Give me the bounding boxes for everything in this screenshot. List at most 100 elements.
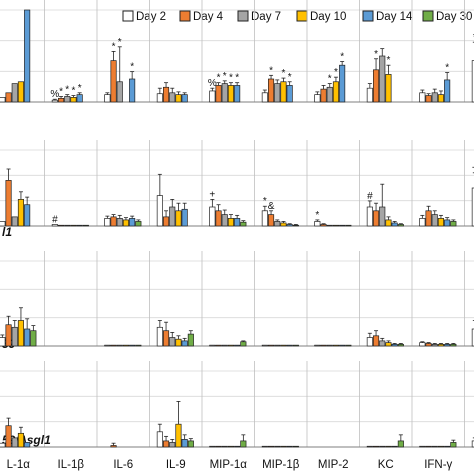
bar [286, 85, 293, 103]
bar-group [366, 434, 404, 448]
significance-mark: % [50, 89, 59, 100]
bar [209, 90, 216, 103]
x-tick-label: MIP-1β [262, 459, 300, 471]
bar [320, 88, 327, 103]
bar [373, 210, 380, 227]
bar [431, 343, 438, 347]
bar [292, 224, 299, 227]
bar [314, 94, 321, 103]
chart-panels: %*******%**************l1#+*&*#+*5959/Δs… [0, 0, 474, 448]
chart-panel: %*******%************** [0, 0, 474, 103]
bar [156, 326, 163, 347]
bar [366, 337, 373, 347]
significance-mark: * [269, 65, 273, 76]
bar-group: + [209, 189, 247, 227]
bar [345, 344, 352, 347]
bar [116, 344, 123, 347]
bar [444, 79, 451, 103]
bar [379, 55, 386, 103]
x-axis-tick-labels: L-1α IL-1β IL-6 IL-9 MIP-1α MIP-1β MIP-2 KC IFN-… [7, 459, 453, 471]
bar [175, 338, 182, 347]
bar [314, 221, 321, 227]
bar-group [419, 205, 457, 227]
bar [444, 219, 451, 227]
bar [274, 221, 281, 227]
bar [51, 99, 58, 103]
bar [11, 216, 18, 227]
significance-mark: # [52, 214, 58, 225]
legend-entry: Day 4 [179, 10, 224, 23]
bar [419, 92, 426, 103]
bar [419, 218, 426, 227]
significance-mark: * [71, 86, 75, 97]
x-tick-label: IL-9 [166, 459, 186, 471]
bar [181, 439, 188, 448]
significance-mark: * [445, 63, 449, 74]
bar [425, 210, 432, 227]
bar [110, 344, 117, 347]
bar [0, 221, 6, 227]
bar [332, 224, 340, 227]
chart-panel: l1#+*&*#+* [0, 140, 474, 239]
bar-group [156, 320, 194, 347]
bar [70, 224, 77, 227]
bar [437, 343, 445, 347]
bar [471, 440, 474, 448]
bar [5, 425, 12, 448]
bar [64, 96, 71, 103]
bar [209, 344, 216, 347]
bar [437, 218, 445, 227]
bar [437, 445, 445, 448]
bar [261, 344, 268, 347]
bar [391, 343, 398, 347]
legend-swatch [296, 10, 308, 22]
bar-group: * [419, 63, 451, 103]
bar-group [419, 439, 457, 448]
bar [280, 81, 287, 103]
bar-group [0, 417, 31, 448]
bar [129, 78, 136, 103]
bar [391, 222, 398, 227]
bar [24, 9, 31, 103]
bar [104, 218, 111, 227]
bar [425, 445, 432, 448]
bar [234, 85, 241, 103]
bar [274, 344, 281, 347]
bar [274, 83, 281, 103]
bar [135, 344, 142, 347]
bar [332, 81, 340, 103]
bar [30, 330, 37, 347]
chart-legend: Day 2 Day 4 Day 7 Day 10 Day 14 Day 30 [122, 10, 472, 23]
bar [268, 214, 275, 227]
bar [169, 206, 176, 227]
bar [163, 330, 170, 347]
bar [373, 445, 380, 448]
bar [116, 81, 123, 103]
bar [444, 343, 451, 347]
legend-swatch [362, 10, 374, 22]
bar [326, 224, 333, 227]
bar-group [419, 341, 457, 347]
bar [209, 206, 216, 227]
bar [24, 204, 31, 227]
bar [379, 340, 386, 347]
legend-label: Day 14 [376, 11, 413, 23]
bar [24, 328, 31, 347]
bar [64, 224, 71, 227]
significance-mark: * [281, 68, 285, 79]
x-tick-label: L-1α [7, 459, 31, 471]
x-tick-label: MIP-2 [318, 459, 349, 471]
bar [373, 69, 380, 103]
bar [366, 87, 373, 103]
bar [181, 94, 188, 103]
bar [320, 344, 327, 347]
bar [0, 97, 6, 103]
bar [234, 445, 241, 448]
bar-group: # [51, 214, 89, 227]
bar [227, 85, 235, 103]
bar [82, 224, 89, 227]
bar [163, 86, 170, 103]
bar [385, 342, 392, 347]
bar [444, 445, 451, 448]
